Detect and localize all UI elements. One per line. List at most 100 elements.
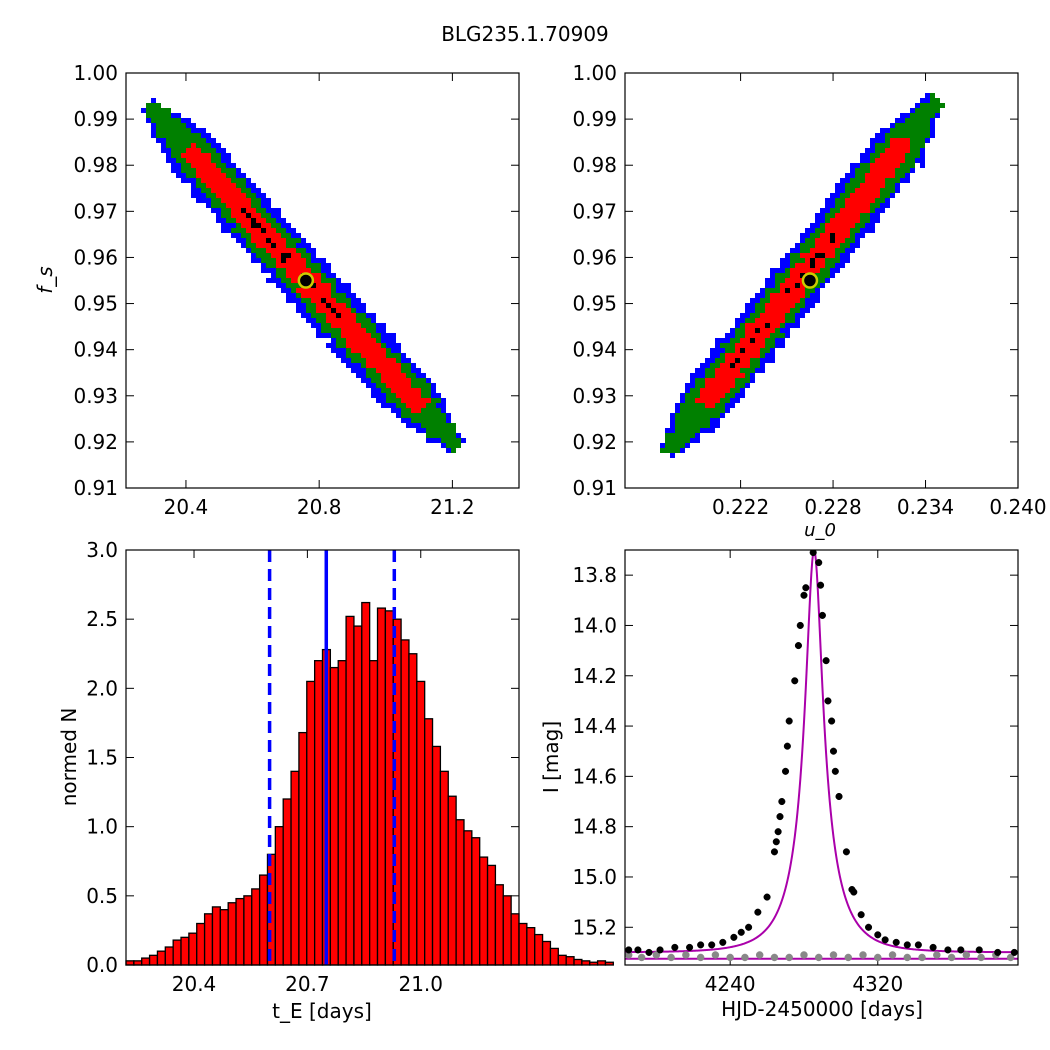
density-cell (246, 233, 251, 238)
density-cell (211, 188, 216, 193)
density-cell (261, 223, 266, 228)
density-cell (196, 143, 201, 148)
density-cell (356, 353, 361, 358)
density-cell (860, 203, 865, 208)
density-cell (685, 423, 690, 428)
density-cell (670, 433, 675, 438)
density-cell (396, 393, 401, 398)
density-cell (745, 308, 750, 313)
density-cell (870, 203, 875, 208)
density-cell (366, 343, 371, 348)
density-cell (870, 208, 875, 213)
density-cell (890, 193, 895, 198)
density-cell (900, 113, 905, 118)
density-cell (331, 293, 336, 298)
density-cell (296, 243, 301, 248)
density-cell (780, 308, 785, 313)
density-cell (451, 433, 456, 438)
density-cell (171, 148, 176, 153)
density-cell (775, 313, 780, 318)
y-tick-label: 2.0 (86, 676, 118, 700)
density-cell (391, 368, 396, 373)
histogram-bar (463, 830, 473, 966)
density-cell (760, 343, 765, 348)
density-cell (685, 413, 690, 418)
density-cell (321, 293, 326, 298)
density-cell (286, 273, 291, 278)
density-cell (790, 303, 795, 308)
density-cell (795, 303, 800, 308)
density-cell (341, 308, 346, 313)
density-cell (880, 153, 885, 158)
density-cell (146, 108, 151, 113)
histogram-bar (471, 837, 481, 966)
density-cell (795, 318, 800, 323)
density-cell (416, 413, 421, 418)
density-cell (770, 358, 775, 363)
density-cell (835, 183, 840, 188)
density-cell (176, 148, 181, 153)
density-cell (920, 123, 925, 128)
density-cell (880, 163, 885, 168)
density-cell (421, 428, 426, 433)
density-cell (740, 313, 745, 318)
density-cell (795, 268, 800, 273)
density-cell (855, 208, 860, 213)
density-cell (216, 153, 221, 158)
histogram-bar (589, 961, 599, 966)
density-cell (790, 278, 795, 283)
density-cell (166, 113, 171, 118)
density-cell (316, 313, 321, 318)
density-cell (321, 288, 326, 293)
density-cell (226, 153, 231, 158)
density-cell (181, 153, 186, 158)
density-cell (236, 168, 241, 173)
density-cell (206, 188, 211, 193)
density-cell (685, 388, 690, 393)
density-cell (371, 318, 376, 323)
density-cell (336, 288, 341, 293)
density-cell (785, 308, 790, 313)
density-cell (870, 228, 875, 233)
density-cell (151, 118, 156, 123)
density-cell (356, 298, 361, 303)
density-cell (216, 168, 221, 173)
density-cell (426, 428, 431, 433)
density-cell (775, 318, 780, 323)
density-cell (735, 328, 740, 333)
density-cell (830, 268, 835, 273)
density-cell (830, 193, 835, 198)
best-fit-marker (801, 272, 819, 289)
density-cell (236, 213, 241, 218)
density-cell (301, 298, 306, 303)
density-cell (411, 418, 416, 423)
density-cell (241, 198, 246, 203)
density-cell (206, 198, 211, 203)
density-cell (206, 158, 211, 163)
photometry-data-point (957, 946, 965, 954)
density-cell (925, 93, 930, 98)
density-cell (211, 208, 216, 213)
density-cell (356, 313, 361, 318)
density-cell (880, 198, 885, 203)
density-cell (366, 333, 371, 338)
density-cell (910, 133, 915, 138)
density-cell (191, 123, 196, 128)
density-cell (426, 393, 431, 398)
density-cell (900, 133, 905, 138)
density-cell (381, 333, 386, 338)
density-cell (396, 408, 401, 413)
density-cell (770, 333, 775, 338)
density-cell (321, 313, 326, 318)
photometry-data-point (770, 848, 779, 856)
density-cell (301, 253, 306, 258)
density-cell (710, 398, 715, 403)
density-cell (416, 373, 421, 378)
y-tick-label: 13.8 (572, 563, 617, 587)
density-cell (720, 343, 725, 348)
density-cell (316, 293, 321, 298)
density-cell (386, 378, 391, 383)
density-cell (306, 288, 311, 293)
density-cell (690, 438, 695, 443)
density-cell (780, 343, 785, 348)
